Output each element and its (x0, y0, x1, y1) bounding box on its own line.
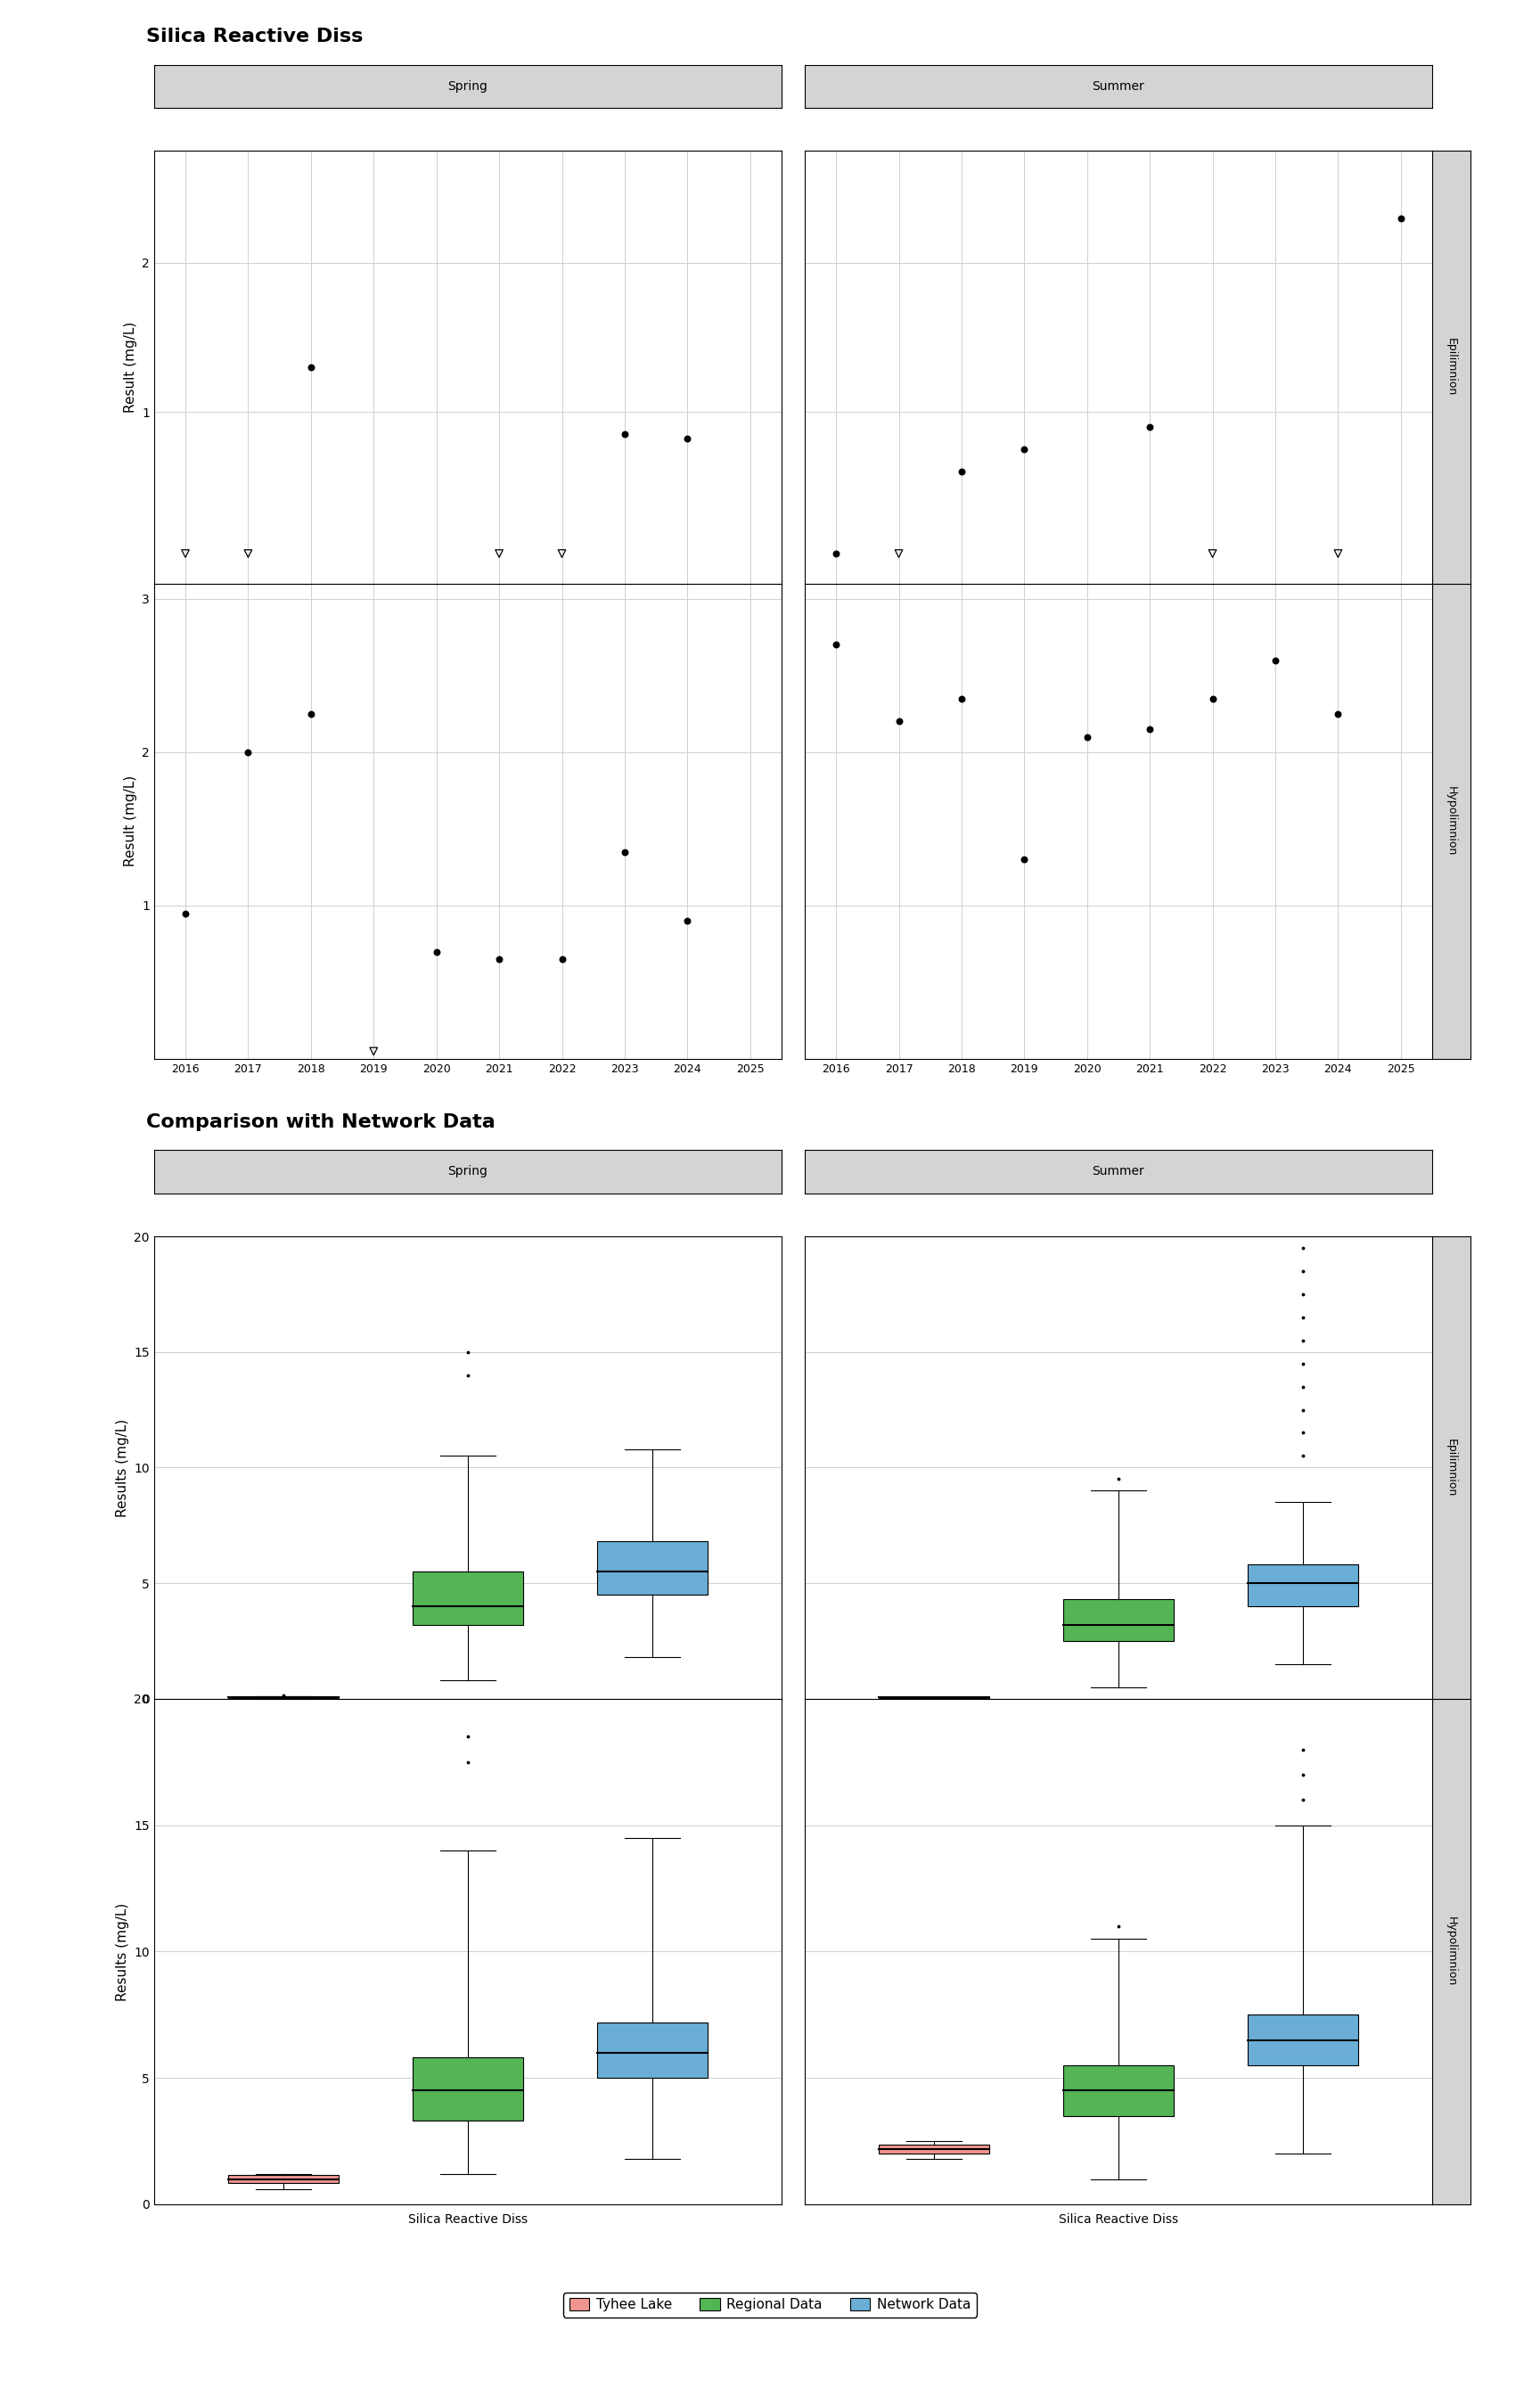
Point (1326, 534, 1351, 573)
Point (487, 939, 511, 978)
Point (1012, 429, 1036, 467)
Point (299, 347, 323, 386)
Legend: Tyhee Lake, Regional Data, Network Data: Tyhee Lake, Regional Data, Network Data (564, 2293, 976, 2317)
Point (1075, 719, 1100, 757)
Point (236, 733, 260, 772)
Point (887, 702, 912, 740)
Bar (878, 2144, 989, 2154)
Point (1200, 534, 1224, 573)
Y-axis label: Result (mg/L): Result (mg/L) (123, 321, 137, 412)
Point (172, 894, 197, 932)
Point (299, 695, 323, 733)
Point (613, 415, 638, 453)
Point (1012, 841, 1036, 879)
Point (550, 939, 574, 978)
Y-axis label: Results (mg/L): Results (mg/L) (116, 1902, 129, 2001)
Point (824, 534, 849, 573)
Y-axis label: Results (mg/L): Results (mg/L) (116, 1418, 129, 1517)
Text: Spring: Spring (448, 1164, 488, 1179)
Point (236, 534, 260, 573)
X-axis label: Silica Reactive Diss: Silica Reactive Diss (1058, 2214, 1178, 2226)
Point (949, 453, 973, 491)
Point (550, 534, 574, 573)
Bar (413, 2058, 524, 2120)
Text: Comparison with Network Data: Comparison with Network Data (146, 1114, 496, 1131)
Point (1138, 407, 1163, 446)
Bar (1063, 1601, 1173, 1641)
Bar (228, 2176, 339, 2183)
Point (675, 901, 699, 939)
Text: Spring: Spring (448, 79, 488, 93)
Point (487, 534, 511, 573)
Point (675, 419, 699, 458)
Point (1200, 680, 1224, 719)
Bar (598, 2022, 708, 2077)
Point (362, 1033, 387, 1071)
Point (1389, 199, 1414, 237)
Text: Summer: Summer (1092, 1164, 1144, 1179)
Text: Hypolimnion: Hypolimnion (1446, 1917, 1457, 1986)
Text: Epilimnion: Epilimnion (1446, 1438, 1457, 1498)
Point (172, 534, 197, 573)
Bar (413, 1572, 524, 1624)
Point (613, 834, 638, 872)
Point (1263, 642, 1287, 680)
X-axis label: Silica Reactive Diss: Silica Reactive Diss (408, 2214, 528, 2226)
Bar (598, 1541, 708, 1596)
Text: Summer: Summer (1092, 79, 1144, 93)
Point (887, 534, 912, 573)
Bar (1247, 1565, 1358, 1605)
Y-axis label: Result (mg/L): Result (mg/L) (123, 776, 137, 867)
Point (949, 680, 973, 719)
Point (824, 625, 849, 664)
Text: Silica Reactive Diss: Silica Reactive Diss (146, 29, 363, 46)
Bar (1063, 2065, 1173, 2116)
Text: Hypolimnion: Hypolimnion (1446, 786, 1457, 855)
Point (424, 932, 448, 970)
Text: Epilimnion: Epilimnion (1446, 338, 1457, 395)
Point (1138, 709, 1163, 748)
Bar (1247, 2015, 1358, 2065)
Point (1326, 695, 1351, 733)
